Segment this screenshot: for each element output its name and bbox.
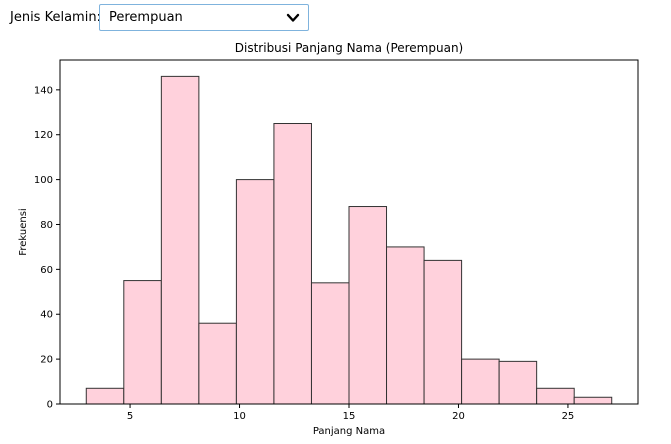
histogram-bar [198,322,237,405]
x-axis: 5 10 15 20 25 [127,404,574,422]
x-tick-label: 20 [452,411,465,422]
gender-dropdown-value: Perempuan [109,10,183,25]
y-tick-label: 140 [34,85,53,96]
y-tick-label: 100 [34,175,53,186]
histogram-bar [123,280,162,405]
y-axis-title: Frekuensi [18,208,29,255]
x-tick-label: 25 [562,411,575,422]
y-tick-label: 40 [40,310,53,321]
histogram-bar [498,360,538,405]
y-tick-label: 60 [40,265,53,276]
x-tick-label: 5 [127,411,133,422]
histogram-bar [536,387,575,405]
histogram-bar [160,75,200,405]
histogram-bar [310,282,350,405]
bars-group [85,75,613,405]
x-axis-title: Panjang Nama [313,426,385,437]
histogram-bar [235,179,275,405]
y-tick-label: 20 [40,355,53,366]
y-tick-label: 120 [34,130,53,141]
x-tick-label: 10 [233,411,246,422]
y-tick-label: 0 [47,400,53,411]
x-tick-label: 15 [343,411,356,422]
histogram-chart: Distribusi Panjang Nama (Perempuan) 5 10 1… [18,41,639,437]
y-axis: 0 20 40 60 80 100 120 140 [34,85,60,411]
gender-filter: Jenis Kelamin: Perempuan [0,0,671,36]
gender-filter-label: Jenis Kelamin: [10,10,101,25]
histogram-bar [423,259,463,405]
gender-dropdown[interactable]: Perempuan [99,4,309,31]
histogram-bar [461,358,500,405]
histogram-bar [85,387,125,405]
chevron-down-icon [286,13,300,22]
y-tick-label: 80 [40,220,53,231]
histogram-bar [348,206,388,405]
histogram-bar [386,246,425,405]
histogram-bar [273,123,312,405]
histogram-bar [573,396,613,405]
chart-title: Distribusi Panjang Nama (Perempuan) [235,41,463,55]
